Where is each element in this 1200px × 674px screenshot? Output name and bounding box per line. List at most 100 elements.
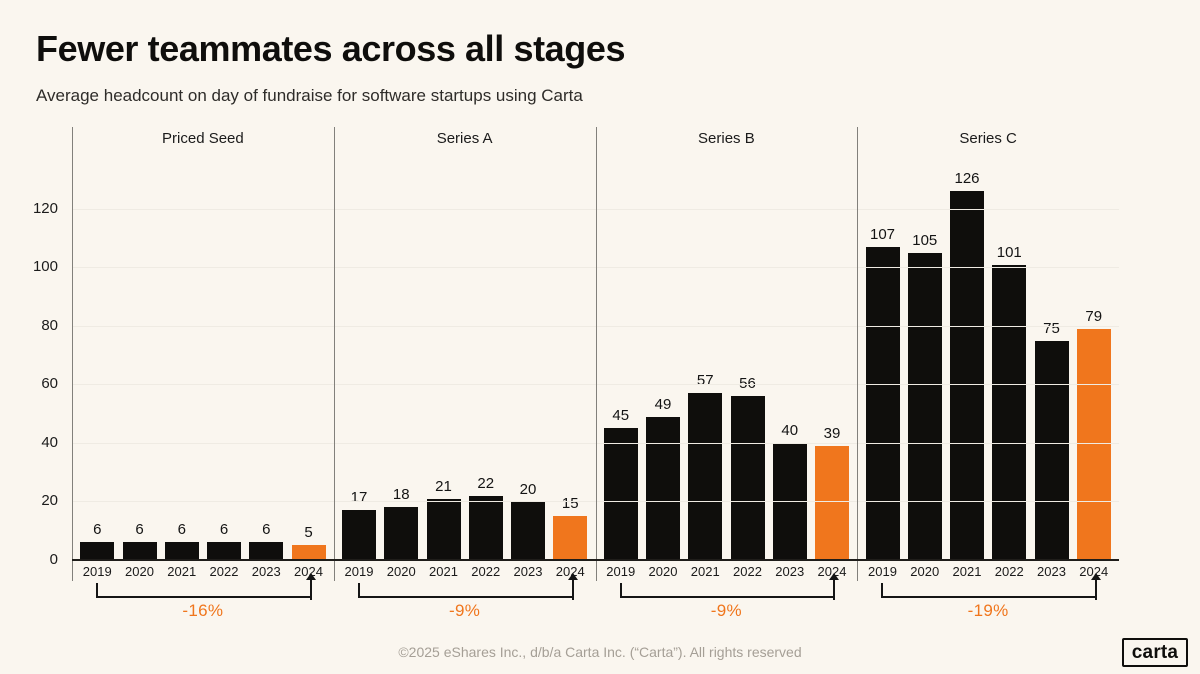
x-tick-label: 2021 — [952, 563, 982, 579]
arrow-up-icon — [305, 573, 316, 580]
bar-highlighted — [553, 516, 588, 560]
bar-value-label: 17 — [350, 489, 368, 507]
bar-value-label: 20 — [519, 480, 537, 498]
bar-group: 107 2019 — [865, 127, 900, 582]
bar-value-label: 5 — [304, 524, 313, 542]
panel-priced-seed: Priced Seed 6 2019 6 2020 6 2021 6 2022 6 2023 5 202… — [72, 127, 334, 620]
bar-group: 6 2021 — [164, 127, 199, 582]
change-label: -9% — [710, 601, 742, 620]
bar-value-label: 101 — [996, 243, 1022, 261]
bar-value-label: 45 — [612, 407, 630, 425]
x-tick-label: 2023 — [513, 563, 543, 579]
panel-header: Priced Seed — [162, 130, 244, 147]
y-axis-labels: 0 20 40 60 80 100 120 — [0, 127, 64, 568]
bar-group: 39 2024 — [815, 127, 849, 582]
bar — [164, 542, 199, 560]
x-tick-label: 2021 — [167, 563, 197, 579]
x-tick-label: 2019 — [606, 563, 636, 579]
bar-group: 6 2019 — [80, 127, 115, 582]
x-tick-label: 2021 — [429, 563, 458, 579]
bar-group: 57 2021 — [688, 127, 723, 582]
y-tick-label: 100 — [32, 258, 58, 276]
panel-divider — [857, 127, 859, 581]
bar-highlighted — [1076, 328, 1111, 560]
bar-group: 22 2022 — [468, 127, 503, 582]
bar-value-label: 105 — [912, 231, 938, 249]
y-tick-label: 120 — [32, 199, 58, 217]
page-subtitle: Average headcount on day of fundraise fo… — [36, 86, 583, 105]
bracket-arrow-line — [571, 580, 574, 600]
x-tick-label: 2022 — [209, 563, 239, 579]
bar-group: 17 2019 — [342, 127, 376, 582]
bar-value-label: 126 — [954, 170, 980, 188]
x-tick-label: 2019 — [82, 563, 112, 579]
x-tick-label: 2019 — [868, 563, 897, 579]
bar-group: 75 2023 — [1034, 127, 1069, 582]
bar-value-label: 75 — [1043, 319, 1060, 337]
bar — [80, 542, 115, 560]
panel-series-c: Series C 107 2019 105 2020 126 2021 101 2022 75 20… — [857, 127, 1119, 620]
page-title: Fewer teammates across all stages — [36, 28, 626, 69]
bar-value-label: 6 — [219, 521, 229, 539]
bar — [865, 246, 900, 560]
bars-row: 17 2019 18 2020 21 2021 22 2022 20 2023 15 2024 — [334, 127, 596, 582]
panel-series-b: Series B 45 2019 49 2020 57 2021 56 2022 40 2023 39… — [596, 127, 858, 620]
bar-group: 56 2022 — [730, 127, 765, 582]
panel-header: Series B — [698, 130, 755, 147]
bar-group: 40 2023 — [772, 127, 807, 582]
arrow-up-icon — [1091, 573, 1101, 580]
panels-container: Priced Seed 6 2019 6 2020 6 2021 6 2022 6 2023 5 202… — [72, 127, 1119, 620]
carta-logo-text: carta — [1131, 642, 1179, 663]
x-tick-label: 2020 — [910, 563, 940, 579]
bar — [249, 542, 284, 560]
y-tick-label: 20 — [41, 492, 58, 510]
bar-value-label: 6 — [262, 521, 271, 539]
bar-value-label: 6 — [93, 521, 102, 539]
bar — [426, 498, 461, 560]
panel-divider — [595, 127, 597, 581]
bar — [950, 191, 984, 560]
panel-series-a: Series A 17 2019 18 2020 21 2021 22 2022 20 2023 15… — [334, 127, 596, 620]
bar-group: 45 2019 — [603, 127, 638, 582]
bar — [688, 393, 723, 560]
bar-group: 5 2024 — [291, 127, 326, 582]
bracket-arrow-line — [1095, 580, 1097, 600]
bar-value-label: 18 — [392, 486, 410, 504]
x-tick-label: 2020 — [386, 563, 416, 579]
bars-row: 107 2019 105 2020 126 2021 101 2022 75 2023 79 2024 — [857, 127, 1119, 582]
bar-value-label: 79 — [1085, 307, 1103, 325]
bar-value-label: 39 — [823, 424, 841, 442]
bar — [730, 396, 765, 560]
bar — [1034, 340, 1069, 560]
change-label: -16% — [182, 601, 224, 620]
footer-copyright: ©2025 eShares Inc., d/b/a Carta Inc. (“C… — [398, 644, 802, 660]
bar-group: 126 2021 — [950, 127, 984, 582]
x-tick-label: 2023 — [1037, 563, 1066, 579]
change-bracket — [96, 573, 316, 600]
bar-value-label: 6 — [177, 521, 186, 539]
x-tick-label: 2023 — [251, 563, 281, 579]
change-bracket — [357, 573, 578, 600]
bar — [907, 252, 942, 560]
x-tick-label: 2020 — [125, 563, 154, 579]
panel-divider — [72, 127, 73, 581]
x-tick-label: 2023 — [775, 563, 805, 579]
panel-divider — [333, 127, 335, 581]
bar — [342, 510, 376, 560]
change-bracket — [619, 573, 840, 600]
bar — [646, 416, 680, 560]
bar-value-label: 40 — [781, 421, 799, 439]
bar — [207, 542, 241, 560]
bar-group: 105 2020 — [907, 127, 942, 582]
change-label: -9% — [449, 601, 481, 620]
bar-highlighted — [291, 545, 326, 560]
bar-group: 6 2022 — [207, 127, 241, 582]
x-axis-line — [72, 559, 1119, 561]
bar — [384, 507, 419, 560]
bar-group: 18 2020 — [384, 127, 419, 582]
bar — [992, 264, 1027, 560]
y-tick-label: 40 — [41, 433, 58, 451]
bars-row: 6 2019 6 2020 6 2021 6 2022 6 2023 5 2024 — [72, 127, 334, 582]
x-tick-label: 2021 — [690, 563, 720, 579]
bar — [468, 495, 503, 560]
